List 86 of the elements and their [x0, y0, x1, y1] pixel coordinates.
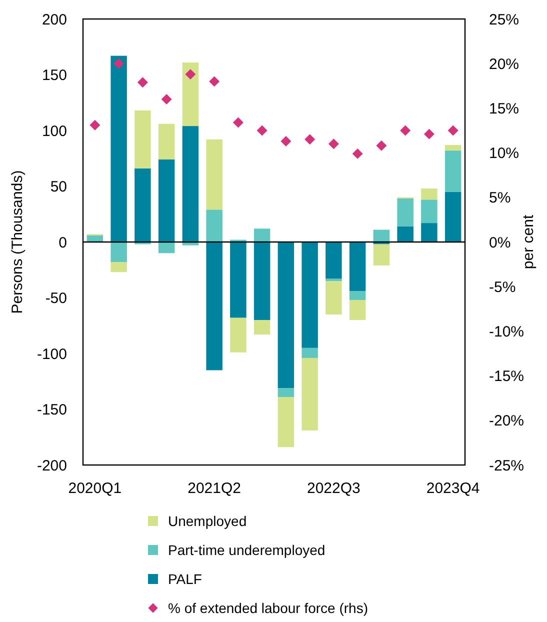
bar — [110, 262, 127, 272]
bar — [230, 318, 246, 352]
y2-tick-label: -10% — [489, 323, 524, 340]
y2-tick-label: 5% — [489, 190, 511, 207]
x-tick-label: 2020Q1 — [68, 480, 122, 497]
y-tick-label: -150 — [36, 402, 67, 418]
y-tick-label: 0 — [58, 234, 67, 252]
y2-tick-label: 0% — [489, 234, 511, 252]
point — [352, 148, 363, 159]
point — [448, 125, 458, 136]
bar — [254, 320, 270, 335]
bar — [230, 242, 246, 318]
x-tick-label: 2022Q3 — [306, 480, 360, 497]
point — [328, 138, 339, 150]
y2-tick-label: -20% — [489, 412, 524, 430]
bar — [302, 242, 318, 348]
y2-tick-label: 25% — [489, 11, 520, 28]
bar — [444, 192, 462, 242]
bar — [397, 226, 414, 242]
bar — [278, 242, 294, 388]
y2-tick-label: -5% — [489, 278, 516, 296]
bar — [302, 358, 318, 430]
bar — [421, 223, 438, 242]
bar — [326, 242, 342, 279]
y2-tick-label: -25% — [489, 457, 524, 474]
bar — [349, 242, 366, 292]
y2-axis-title: per cent — [520, 214, 537, 270]
y-tick-label: -200 — [36, 457, 67, 474]
bar — [134, 110, 151, 168]
point — [90, 120, 100, 130]
bar — [444, 150, 462, 192]
y2-tick-label: 10% — [489, 145, 520, 162]
bar — [302, 348, 318, 358]
bar — [421, 188, 438, 200]
bar — [349, 291, 366, 300]
bar — [326, 281, 342, 314]
y-axis-title: Persons (Thousands) — [9, 170, 26, 314]
point — [161, 94, 172, 105]
legend-label: PALF — [168, 570, 202, 587]
bar — [158, 159, 175, 242]
bar — [206, 210, 222, 242]
bar — [254, 228, 270, 242]
bar — [110, 242, 127, 262]
point — [304, 134, 316, 145]
bar — [110, 56, 127, 242]
bar — [373, 244, 390, 266]
bar — [182, 126, 199, 242]
bar — [373, 230, 390, 242]
bar — [158, 242, 175, 254]
legend-label: % of extended labour force (rhs) — [168, 600, 368, 616]
y2-tick-label: 20% — [489, 56, 520, 73]
y-tick-label: 150 — [42, 67, 67, 84]
point — [137, 77, 148, 88]
bar — [206, 139, 222, 210]
bar — [158, 124, 175, 160]
bar — [349, 300, 366, 320]
point — [185, 69, 196, 80]
y2-tick-label: 15% — [489, 100, 520, 118]
x-tick-label: 2021Q2 — [188, 480, 242, 497]
point — [424, 128, 434, 140]
bar — [278, 388, 294, 397]
bar — [278, 396, 294, 448]
y-tick-label: -100 — [36, 346, 67, 363]
bar — [182, 62, 199, 126]
point — [114, 58, 124, 69]
bar — [326, 278, 342, 282]
point — [209, 76, 220, 87]
point — [400, 125, 411, 136]
bar — [397, 198, 414, 226]
bar — [421, 200, 438, 224]
bar — [444, 144, 462, 151]
y-tick-label: 100 — [42, 122, 67, 140]
bar — [254, 242, 270, 320]
legend-label: Part-time underemployed — [168, 542, 326, 558]
bar — [206, 242, 222, 370]
x-tick-label: 2023Q4 — [426, 480, 480, 497]
y-tick-label: 200 — [42, 11, 67, 28]
point — [280, 136, 292, 146]
point — [376, 140, 387, 151]
legend-label: Unemployed — [168, 512, 247, 529]
bar — [134, 168, 151, 242]
y-tick-label: 50 — [50, 178, 67, 196]
y-tick-label: -50 — [45, 290, 67, 307]
y2-tick-label: -15% — [489, 368, 524, 386]
point — [232, 117, 244, 128]
point — [256, 125, 268, 136]
